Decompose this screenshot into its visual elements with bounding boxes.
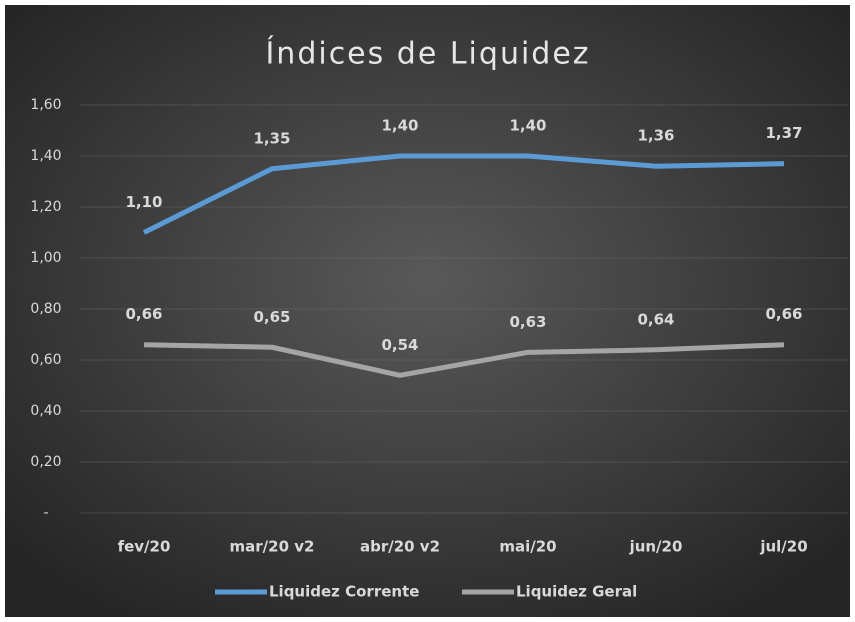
y-tick-label: 0,20: [30, 454, 61, 470]
y-tick-label: 1,20: [30, 199, 61, 215]
x-tick-label: jun/20: [629, 538, 683, 556]
chart-title: Índices de Liquidez: [265, 36, 590, 72]
data-label: 1,40: [509, 117, 546, 135]
x-tick-label: jul/20: [759, 538, 807, 556]
x-tick-label: mai/20: [499, 538, 556, 556]
data-label: 1,37: [765, 124, 802, 142]
y-tick-label: 0,80: [30, 301, 61, 317]
y-tick-label: 0,40: [30, 403, 61, 419]
legend-label: Liquidez Corrente: [269, 583, 419, 601]
y-tick-label: 1,60: [30, 97, 61, 113]
y-tick-label: 0,60: [30, 352, 61, 368]
data-label: 0,65: [253, 308, 290, 326]
data-label: 1,35: [253, 129, 290, 147]
legend-label: Liquidez Geral: [516, 583, 637, 601]
x-tick-label: mar/20 v2: [230, 538, 315, 556]
data-label: 1,10: [125, 193, 162, 211]
series-line: [142, 153, 785, 235]
series-line: [143, 342, 785, 378]
y-tick-label: 1,40: [30, 148, 61, 164]
data-label: 0,64: [637, 310, 674, 328]
data-label: 0,66: [765, 305, 802, 323]
data-label: 1,36: [637, 127, 674, 145]
x-tick-label: abr/20 v2: [360, 538, 440, 556]
data-label: 0,54: [381, 336, 418, 354]
y-tick-label: 1,00: [30, 250, 61, 266]
x-tick-label: fev/20: [118, 538, 171, 556]
data-label: 1,40: [381, 117, 418, 135]
y-tick-label: -: [43, 505, 48, 521]
data-label: 0,66: [125, 305, 162, 323]
data-label: 0,63: [509, 313, 546, 331]
chart-background: [5, 5, 850, 617]
